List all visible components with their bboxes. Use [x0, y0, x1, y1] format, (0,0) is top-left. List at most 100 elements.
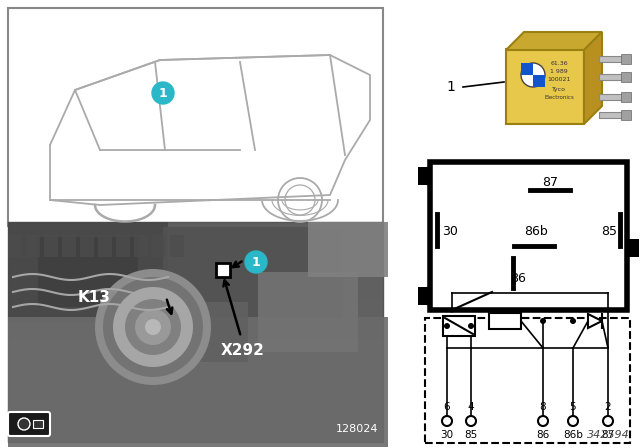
- Bar: [8, 347, 383, 348]
- Bar: [8, 325, 383, 326]
- Bar: [8, 248, 383, 249]
- Bar: [8, 315, 383, 316]
- Bar: [415, 5, 635, 160]
- Bar: [8, 277, 383, 278]
- Bar: [163, 227, 343, 317]
- Bar: [599, 74, 629, 80]
- Bar: [8, 381, 383, 382]
- Bar: [8, 374, 383, 375]
- Bar: [308, 222, 388, 277]
- Bar: [8, 425, 383, 426]
- Circle shape: [603, 416, 613, 426]
- Bar: [8, 275, 383, 276]
- Bar: [8, 317, 383, 318]
- Bar: [8, 349, 383, 350]
- Bar: [8, 290, 383, 291]
- Bar: [8, 366, 383, 367]
- Bar: [418, 167, 432, 185]
- Bar: [8, 353, 383, 354]
- Bar: [8, 377, 383, 378]
- Bar: [8, 438, 383, 439]
- Bar: [8, 402, 383, 403]
- Text: X292: X292: [221, 343, 265, 358]
- Bar: [8, 254, 383, 255]
- Text: 86: 86: [510, 271, 526, 284]
- Bar: [8, 420, 383, 421]
- Circle shape: [152, 82, 174, 104]
- Circle shape: [145, 319, 161, 335]
- Bar: [8, 348, 383, 349]
- Text: 61.36: 61.36: [550, 61, 568, 66]
- Bar: [8, 355, 383, 356]
- Bar: [8, 358, 383, 359]
- Bar: [8, 331, 383, 332]
- Bar: [8, 421, 383, 422]
- Text: 86: 86: [536, 430, 550, 440]
- Bar: [8, 378, 383, 379]
- Bar: [8, 314, 383, 315]
- Bar: [116, 235, 130, 257]
- Text: 1 989: 1 989: [550, 69, 568, 74]
- Bar: [8, 326, 383, 327]
- Bar: [8, 386, 383, 387]
- Bar: [8, 375, 383, 376]
- Bar: [8, 225, 383, 226]
- Bar: [8, 312, 383, 313]
- Bar: [8, 264, 383, 265]
- Bar: [8, 278, 383, 279]
- Bar: [8, 345, 383, 346]
- Text: 87: 87: [542, 176, 558, 189]
- Bar: [8, 413, 383, 414]
- Bar: [8, 235, 383, 236]
- Circle shape: [245, 251, 267, 273]
- Bar: [8, 365, 383, 366]
- Bar: [443, 316, 475, 336]
- Bar: [8, 432, 383, 433]
- Bar: [8, 283, 383, 284]
- Bar: [8, 418, 383, 419]
- Circle shape: [538, 416, 548, 426]
- Bar: [8, 369, 383, 370]
- Bar: [8, 323, 383, 324]
- Bar: [258, 272, 358, 352]
- Bar: [8, 407, 383, 408]
- Bar: [8, 343, 383, 344]
- Circle shape: [125, 299, 181, 355]
- Bar: [8, 240, 383, 241]
- Bar: [621, 92, 631, 102]
- Bar: [8, 391, 383, 392]
- Bar: [8, 302, 383, 303]
- Bar: [8, 417, 383, 418]
- Bar: [625, 239, 639, 257]
- Bar: [506, 49, 584, 124]
- Bar: [8, 269, 383, 270]
- Bar: [8, 242, 383, 243]
- Bar: [8, 237, 383, 238]
- Bar: [8, 234, 383, 235]
- Bar: [8, 396, 383, 397]
- Bar: [170, 235, 184, 257]
- Bar: [8, 241, 383, 242]
- Bar: [8, 330, 383, 331]
- Bar: [489, 313, 521, 329]
- Bar: [8, 356, 383, 357]
- Bar: [599, 94, 629, 100]
- Text: Electronics: Electronics: [544, 95, 574, 100]
- Bar: [152, 235, 166, 257]
- Bar: [8, 229, 383, 230]
- Bar: [8, 228, 383, 229]
- Bar: [8, 303, 383, 304]
- Bar: [8, 372, 383, 373]
- Bar: [8, 424, 383, 425]
- Text: 30: 30: [440, 430, 454, 440]
- Bar: [8, 395, 383, 396]
- Bar: [8, 222, 168, 322]
- Bar: [8, 430, 383, 431]
- Circle shape: [442, 416, 452, 426]
- Bar: [8, 397, 383, 398]
- Text: 86b: 86b: [524, 224, 548, 237]
- Circle shape: [18, 418, 30, 430]
- Bar: [8, 332, 383, 333]
- Bar: [8, 419, 383, 420]
- Text: 85: 85: [601, 224, 617, 237]
